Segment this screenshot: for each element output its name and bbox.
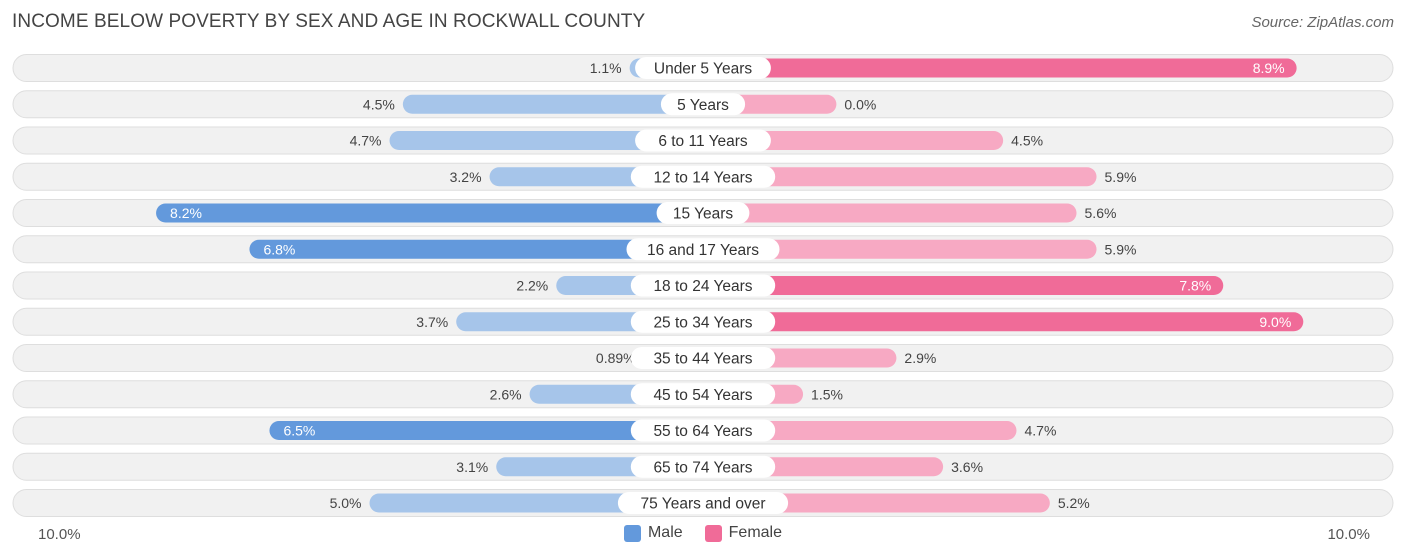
male-value-label: 4.5% bbox=[363, 96, 395, 112]
category-label-background bbox=[656, 202, 750, 224]
legend-swatch-female bbox=[704, 524, 722, 542]
male-value-label: 2.6% bbox=[490, 386, 522, 402]
male-value-label: 4.7% bbox=[350, 133, 382, 149]
category-label-background bbox=[630, 165, 776, 188]
female-value-label: 4.5% bbox=[1011, 133, 1043, 149]
male-value-label: 0.89% bbox=[596, 350, 636, 366]
legend-label-female: Female bbox=[728, 524, 783, 541]
male-value-label: 5.0% bbox=[330, 495, 362, 511]
category-label-background bbox=[626, 238, 780, 261]
category-label: 65 to 74 Years bbox=[653, 459, 752, 476]
category-label-background bbox=[630, 383, 776, 406]
female-bar bbox=[703, 131, 1004, 150]
female-bar bbox=[703, 312, 1304, 332]
legend-item-female: Female bbox=[704, 524, 783, 542]
female-value-label: 4.7% bbox=[1024, 423, 1056, 439]
female-bar bbox=[703, 493, 1050, 513]
category-label-background bbox=[635, 129, 771, 152]
legend-item-male: Male bbox=[623, 524, 683, 542]
male-bar bbox=[156, 203, 704, 223]
category-label: 75 Years and over bbox=[641, 496, 766, 513]
category-label: 25 to 34 Years bbox=[653, 314, 752, 331]
axis-right-label: 10.0% bbox=[1327, 526, 1370, 543]
source-label: Source: ZipAtlas.com bbox=[1251, 14, 1394, 31]
female-value-label: 5.9% bbox=[1105, 169, 1137, 185]
female-value-label: 8.9% bbox=[1253, 60, 1285, 76]
category-label-background bbox=[635, 57, 771, 79]
axis-left-label: 10.0% bbox=[38, 526, 81, 543]
category-label-background bbox=[630, 419, 776, 442]
female-value-label: 5.9% bbox=[1105, 241, 1137, 257]
category-label: 45 to 54 Years bbox=[653, 387, 752, 404]
category-label-background bbox=[630, 347, 776, 369]
male-bar bbox=[249, 239, 704, 259]
category-label-background bbox=[660, 93, 746, 116]
male-value-label: 3.7% bbox=[416, 314, 448, 330]
male-value-label: 2.2% bbox=[516, 278, 548, 294]
female-value-label: 3.6% bbox=[951, 459, 983, 475]
female-value-label: 0.0% bbox=[844, 96, 876, 112]
female-value-label: 5.6% bbox=[1085, 205, 1117, 221]
chart-title: INCOME BELOW POVERTY BY SEX AND AGE IN R… bbox=[12, 11, 646, 32]
category-label: 55 to 64 Years bbox=[653, 423, 752, 440]
category-label: 12 to 14 Years bbox=[653, 169, 752, 186]
female-value-label: 2.9% bbox=[904, 350, 936, 366]
chart-canvas: 1.1% 8.9% Under 5 Years 4.5% 0.0% 5 Years 4.7%… bbox=[12, 54, 1394, 517]
male-bar bbox=[402, 94, 704, 114]
male-value-label: 1.1% bbox=[590, 60, 622, 76]
female-bar bbox=[703, 276, 1224, 295]
male-value-label: 6.5% bbox=[283, 423, 315, 439]
male-bar bbox=[269, 421, 704, 440]
male-value-label: 8.2% bbox=[170, 205, 202, 221]
category-label: 15 Years bbox=[673, 206, 734, 223]
female-value-label: 1.5% bbox=[811, 386, 843, 402]
female-bar bbox=[703, 203, 1077, 223]
category-label: Under 5 Years bbox=[654, 61, 752, 78]
female-bar bbox=[703, 239, 1097, 259]
category-label-background bbox=[630, 274, 776, 297]
female-bar bbox=[703, 58, 1297, 78]
category-label: 5 Years bbox=[677, 97, 729, 114]
female-bar bbox=[703, 421, 1017, 440]
male-bar bbox=[389, 131, 704, 150]
legend: Male Female bbox=[0, 524, 1406, 542]
category-label: 18 to 24 Years bbox=[653, 278, 752, 295]
female-value-label: 7.8% bbox=[1179, 278, 1211, 294]
female-value-label: 9.0% bbox=[1259, 314, 1291, 330]
category-label: 35 to 44 Years bbox=[653, 351, 752, 368]
category-label: 6 to 11 Years bbox=[658, 133, 748, 150]
legend-swatch-male bbox=[623, 524, 641, 542]
male-value-label: 3.1% bbox=[456, 459, 488, 475]
category-label: 16 and 17 Years bbox=[647, 242, 759, 259]
legend-label-male: Male bbox=[647, 524, 683, 541]
category-label-background bbox=[630, 310, 776, 333]
female-value-label: 5.2% bbox=[1058, 495, 1090, 511]
male-value-label: 3.2% bbox=[450, 169, 482, 185]
category-label-background bbox=[617, 492, 789, 514]
female-bar bbox=[703, 167, 1097, 187]
category-label-background bbox=[630, 455, 776, 478]
male-value-label: 6.8% bbox=[263, 241, 295, 257]
